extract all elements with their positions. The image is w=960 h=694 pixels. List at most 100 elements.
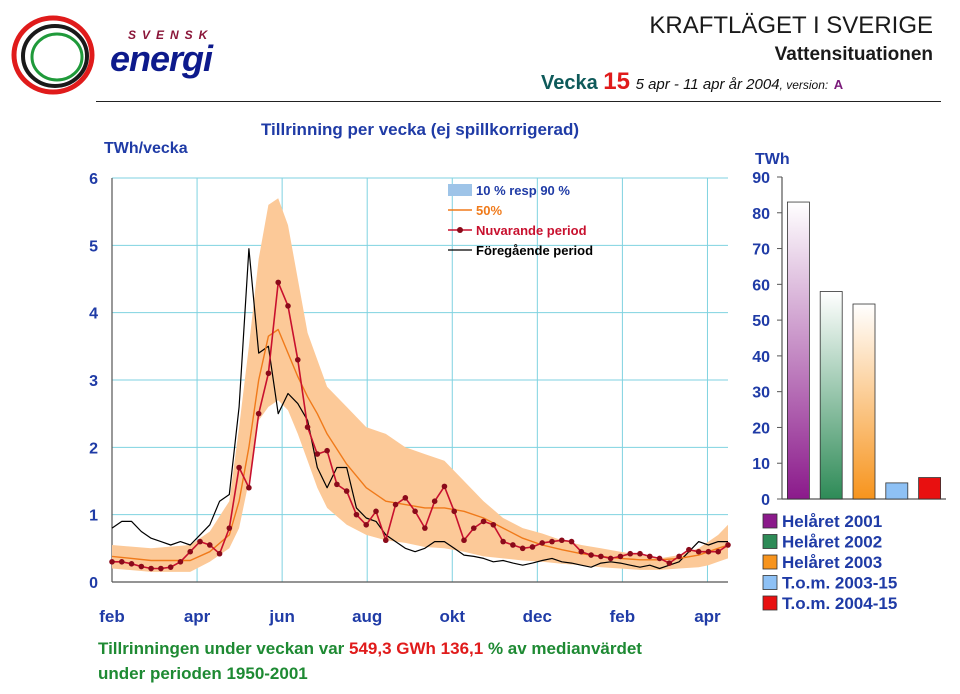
y-tick-label: 1 xyxy=(89,508,98,525)
footer-line-1: Tillrinningen under veckan var 549,3 GWh… xyxy=(98,636,642,661)
current-period-point xyxy=(324,447,330,454)
svensk-energi-logo-mark xyxy=(11,15,95,95)
current-period-point xyxy=(392,501,399,508)
bar-y-tick-label: 10 xyxy=(752,456,770,473)
current-period-point xyxy=(510,542,516,548)
bar-legend-label: T.o.m. 2003-15 xyxy=(782,574,897,593)
current-period-point xyxy=(490,521,497,528)
bar-4 xyxy=(885,482,909,500)
bar-y-tick-label: 0 xyxy=(761,492,770,509)
current-period-point xyxy=(695,548,702,555)
current-period-point xyxy=(686,546,692,553)
x-tick-label: jun xyxy=(268,607,295,626)
version-label: , version: xyxy=(779,78,829,92)
current-period-point xyxy=(402,495,409,501)
bar-5 xyxy=(918,477,941,500)
current-period-point xyxy=(529,544,536,550)
legend-label-band: 10 % resp 90 % xyxy=(476,183,570,198)
current-period-point xyxy=(705,548,712,555)
bar-chart-y-label: TWh xyxy=(755,151,790,168)
footer-gwh-unit: GWh xyxy=(396,639,436,658)
bar-y-tick-label: 80 xyxy=(752,206,770,223)
current-period-point xyxy=(109,559,115,565)
current-period-point xyxy=(128,561,135,567)
current-period-point xyxy=(216,550,223,557)
y-tick-label: 4 xyxy=(89,306,98,323)
percentile-band xyxy=(112,198,728,572)
footer-gwh-value: 549,3 xyxy=(349,639,392,658)
current-period-point xyxy=(373,508,379,515)
y-tick-label: 2 xyxy=(89,440,98,457)
current-period-point xyxy=(255,410,262,417)
footer-suffix: % av medianvärdet xyxy=(487,639,642,658)
current-period-point xyxy=(607,555,614,562)
previous-period-line xyxy=(111,248,728,570)
current-period-point xyxy=(353,511,360,518)
y-tick-label: 0 xyxy=(89,575,98,592)
current-period-point xyxy=(470,525,477,531)
current-period-point xyxy=(236,464,242,471)
current-period-point xyxy=(558,537,565,544)
bar-3 xyxy=(852,303,876,500)
current-period-point xyxy=(148,565,154,572)
x-tick-label: feb xyxy=(99,607,125,626)
current-period-point xyxy=(656,555,663,562)
median-line xyxy=(111,328,729,562)
current-period-point xyxy=(441,483,448,490)
x-tick-label: aug xyxy=(352,607,382,626)
current-period-point xyxy=(637,550,643,557)
current-period-point xyxy=(334,481,340,488)
logo-brand-text: SVENSK xyxy=(128,28,214,42)
current-period-point xyxy=(715,548,722,555)
bar-legend-swatch xyxy=(762,595,778,611)
current-period-point xyxy=(519,545,526,552)
current-period-point xyxy=(167,564,174,570)
current-period-point xyxy=(412,508,418,515)
footer-summary: Tillrinningen under veckan var 549,3 GWh… xyxy=(98,636,642,686)
current-period-point xyxy=(549,538,555,545)
page-subtitle: Vattensituationen xyxy=(774,44,933,65)
current-period-point xyxy=(275,279,282,286)
current-period-point xyxy=(343,488,350,494)
week-label: Vecka xyxy=(541,72,598,94)
current-period-point xyxy=(676,553,682,560)
bar-y-tick-label: 90 xyxy=(752,170,770,187)
bar-y-tick-label: 50 xyxy=(752,313,770,330)
bar-y-tick-label: 40 xyxy=(752,349,770,366)
current-period-point xyxy=(187,548,194,555)
current-period-point xyxy=(461,537,467,544)
current-period-point xyxy=(138,563,145,570)
footer-prefix: Tillrinningen under veckan var xyxy=(98,639,345,658)
legend-label-current: Nuvarande period xyxy=(476,223,587,238)
current-period-point xyxy=(500,538,506,545)
current-period-point xyxy=(431,498,438,505)
current-period-point xyxy=(246,484,252,491)
line-chart-y-label: TWh/vecka xyxy=(104,140,188,157)
bar-legend-label: Helåret 2003 xyxy=(782,553,882,572)
x-tick-label: apr xyxy=(184,607,211,626)
current-period-point xyxy=(118,559,125,565)
bar-legend-label: T.o.m. 2004-15 xyxy=(782,594,897,613)
version-value: A xyxy=(833,77,844,92)
legend-marker-current xyxy=(457,227,463,233)
bar-legend-label: Helåret 2001 xyxy=(782,512,882,531)
bar-legend-swatch xyxy=(762,554,778,570)
bar-legend-swatch xyxy=(762,513,778,529)
footer-line-2: under perioden 1950-2001 xyxy=(98,664,308,683)
bar-y-tick-label: 60 xyxy=(752,277,770,294)
current-period-point xyxy=(539,540,546,546)
current-period-point xyxy=(617,553,624,560)
current-period-point xyxy=(226,525,233,531)
current-period-point xyxy=(285,303,291,309)
logo-name-text: energi xyxy=(110,38,213,79)
bar-1 xyxy=(787,201,810,500)
x-tick-label: dec xyxy=(523,607,552,626)
current-period-point xyxy=(206,542,213,548)
bar-y-tick-label: 30 xyxy=(752,385,770,402)
legend-label-median: 50% xyxy=(476,203,502,218)
current-period-point xyxy=(314,451,321,457)
line-chart-title: Tillrinning per vecka (ej spillkorrigera… xyxy=(261,120,579,139)
page-title: KRAFTLÄGET I SVERIGE xyxy=(649,12,933,39)
legend-swatch-band xyxy=(448,184,472,196)
